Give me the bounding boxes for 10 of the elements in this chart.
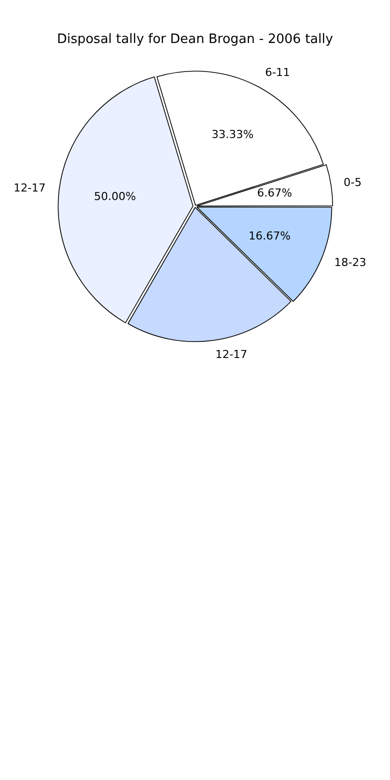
slice-label: 0-5 xyxy=(344,176,362,189)
slice-label: 18-23 xyxy=(334,256,366,270)
chart-title: Disposal tally for Dean Brogan - 2006 tally xyxy=(56,32,334,48)
slice-label: 6-11 xyxy=(265,66,290,80)
data-label: 16.67% xyxy=(248,230,291,243)
data-label: 50.00% xyxy=(94,190,136,203)
slice-label: 12-17 xyxy=(215,348,248,362)
data-label: 33.33% xyxy=(212,128,254,141)
slice-label: 12-17 xyxy=(14,182,46,195)
data-label: 6.67% xyxy=(257,186,292,200)
